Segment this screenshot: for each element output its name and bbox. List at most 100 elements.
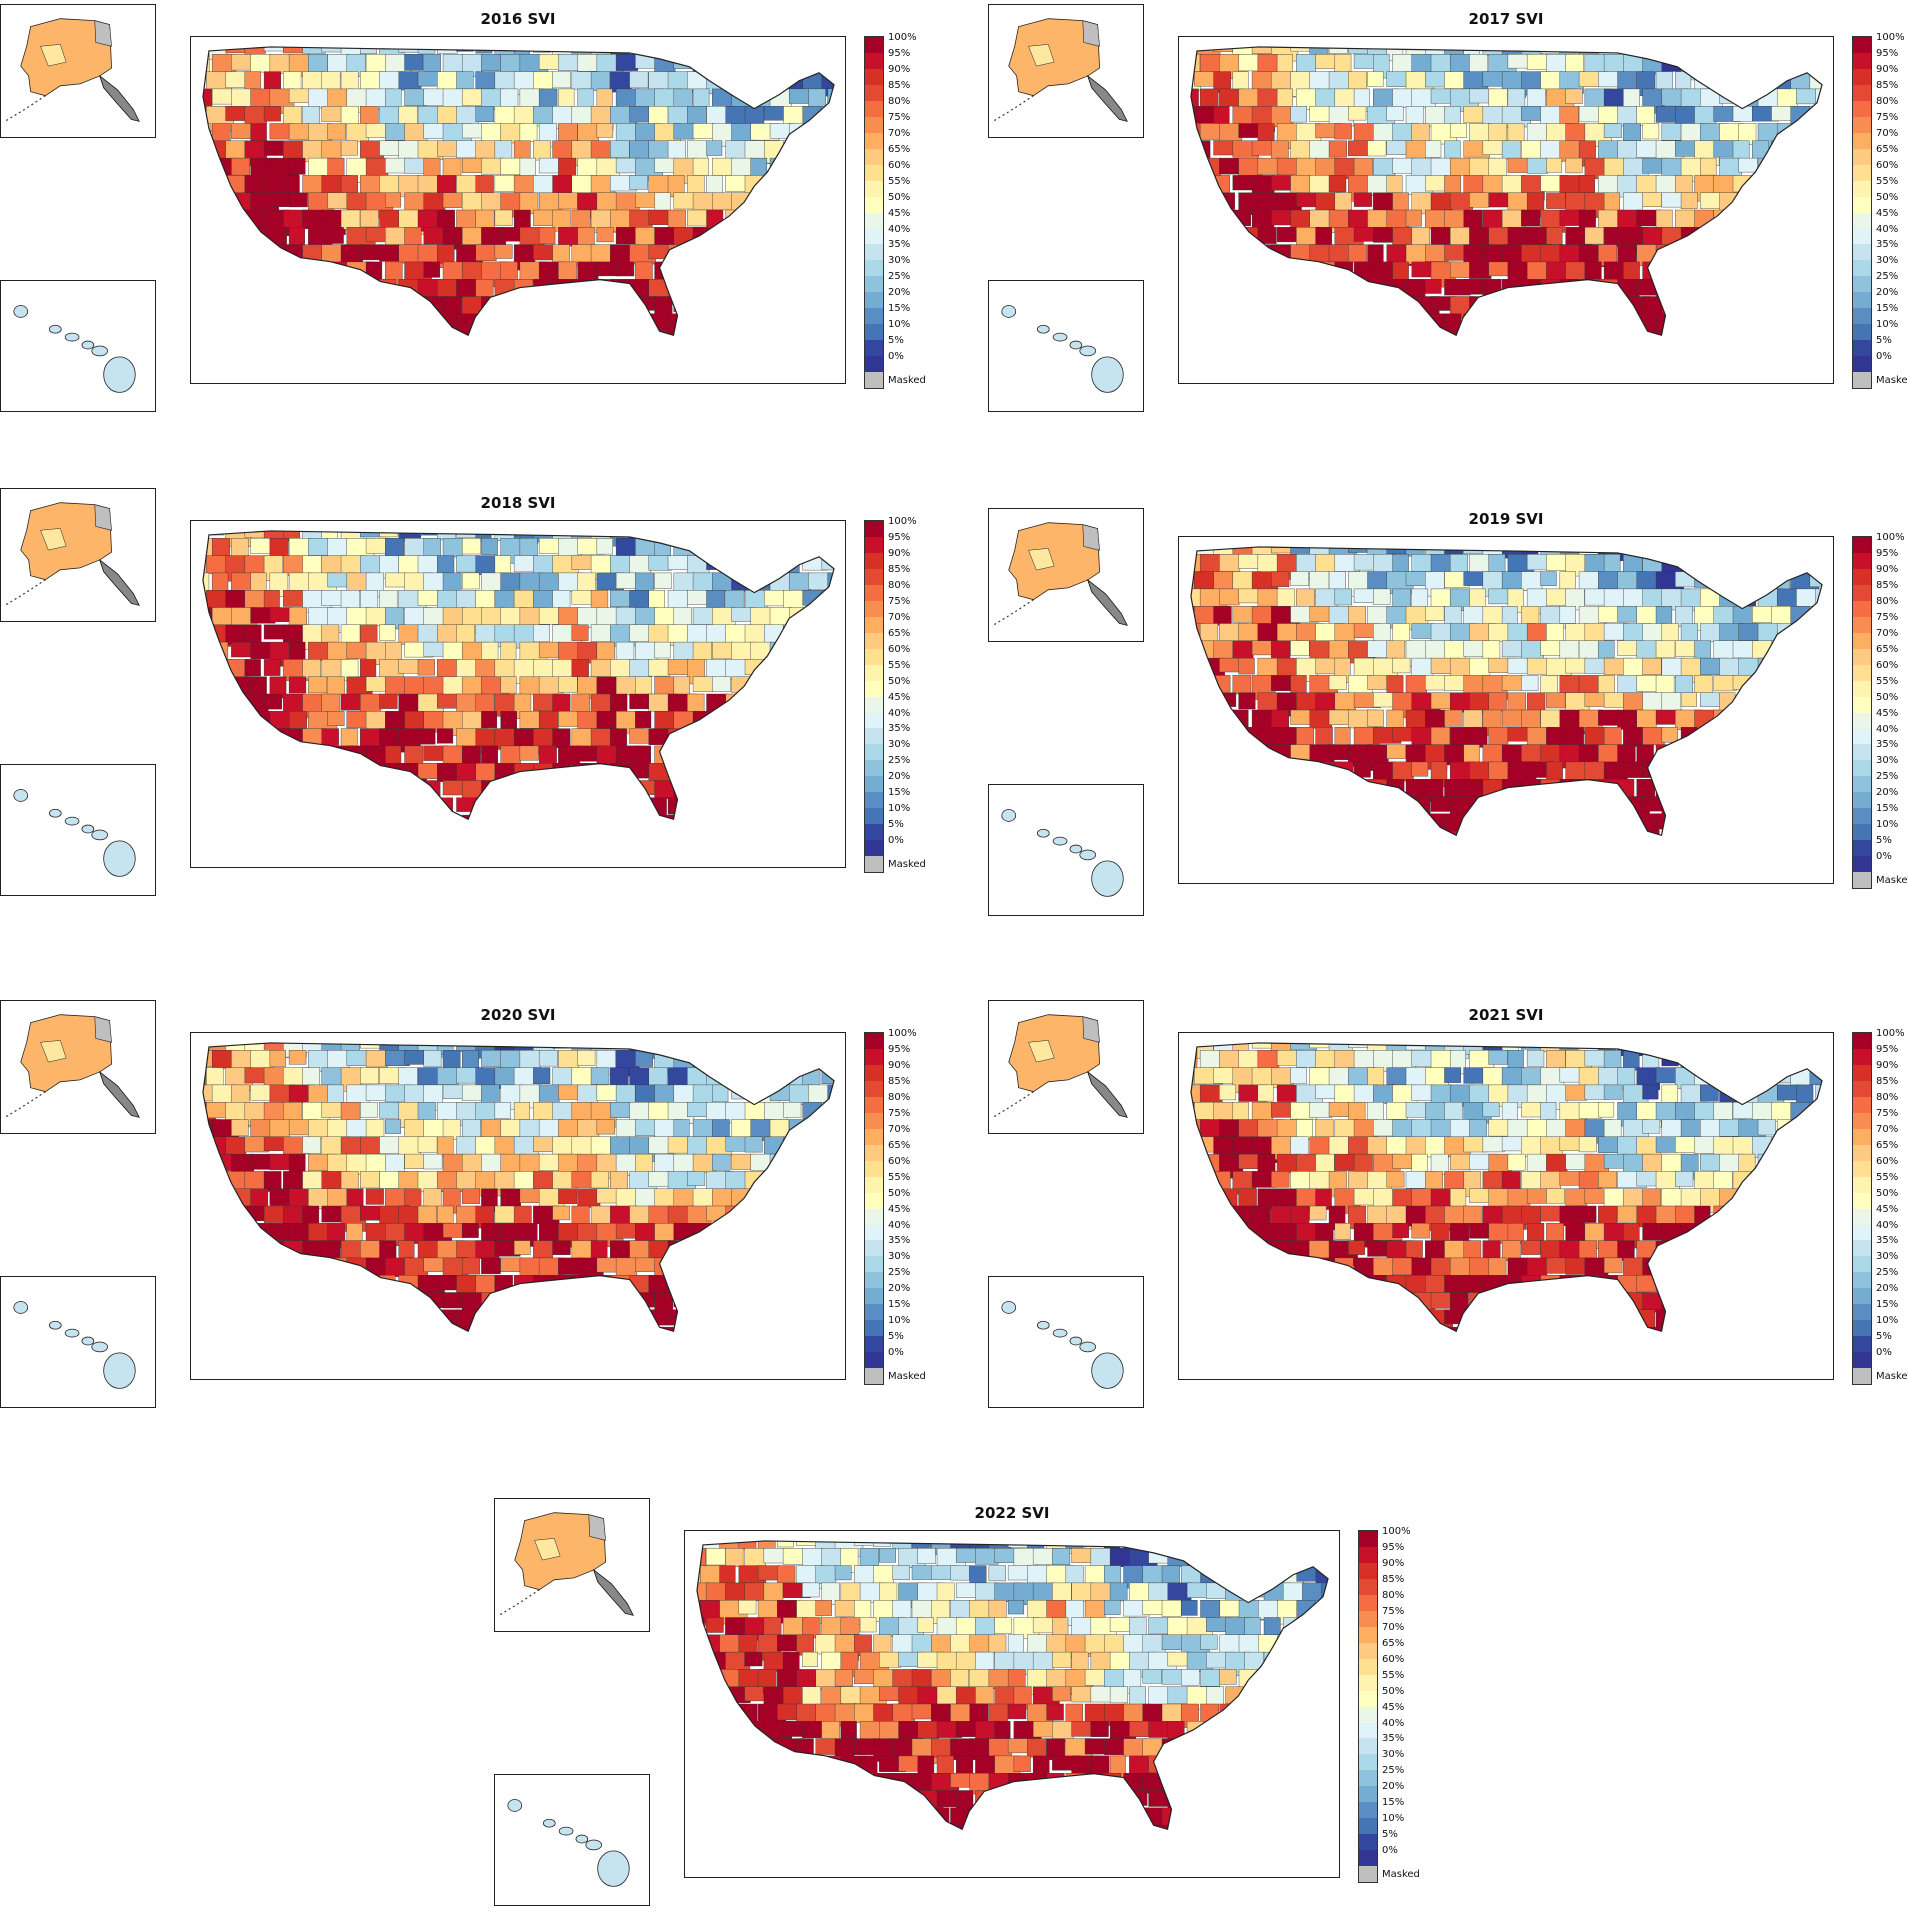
region-cell — [1354, 797, 1381, 816]
colorbar-tick-label: 90% — [1876, 565, 1898, 575]
region-cell — [1335, 831, 1359, 855]
region-cell — [1810, 710, 1828, 732]
contiguous-us-map — [190, 1032, 846, 1380]
region-cell — [1179, 37, 1194, 60]
colorbar-tick-label: 35% — [888, 240, 910, 250]
region-cell — [1739, 1258, 1767, 1272]
region-cell — [803, 72, 823, 92]
region-cell — [1720, 1327, 1746, 1343]
aleutian-islands — [993, 600, 1033, 626]
region-cell — [1387, 745, 1406, 759]
region-cell — [347, 815, 363, 836]
region-cell — [1810, 37, 1833, 56]
region-cell — [1643, 1085, 1659, 1099]
region-cell — [191, 37, 206, 56]
region-cell — [635, 781, 655, 795]
region-cell — [828, 366, 845, 383]
region-cell — [1214, 779, 1234, 803]
region-cell — [808, 54, 836, 68]
region-cell — [533, 1275, 554, 1291]
region-cell — [1771, 245, 1789, 268]
colorbar-tick-label: 10% — [888, 320, 910, 330]
region-cell — [918, 1548, 936, 1563]
county-cells — [191, 521, 845, 867]
region-cell — [501, 331, 523, 345]
region-cell — [283, 1275, 302, 1296]
region-cell — [245, 659, 261, 676]
region-cell — [707, 279, 732, 295]
alaska-panhandle — [594, 1570, 633, 1615]
colorbar-tick-label: 20% — [888, 1284, 910, 1294]
region-cell — [1329, 348, 1351, 369]
region-cell — [1508, 124, 1524, 142]
region-cell — [1560, 675, 1579, 693]
region-cell — [726, 37, 747, 59]
region-cell — [1623, 366, 1650, 383]
region-cell — [501, 642, 516, 661]
region-cell — [481, 538, 497, 554]
region-cell — [655, 1362, 676, 1379]
colorbar-swatch — [865, 633, 883, 649]
region-cell — [303, 72, 324, 90]
region-cell — [1816, 797, 1833, 813]
region-cell — [360, 832, 380, 848]
region-cell — [732, 331, 748, 352]
colorbar-swatch — [865, 69, 883, 85]
region-cell — [462, 1189, 479, 1204]
hawaii-island — [49, 809, 61, 817]
region-cell — [1201, 1669, 1220, 1686]
region-cell — [462, 1223, 478, 1237]
region-cell — [424, 1154, 442, 1169]
region-cell — [1695, 37, 1716, 60]
region-cell — [1618, 245, 1637, 262]
region-cell — [1598, 1171, 1617, 1187]
region-cell — [1143, 1773, 1164, 1793]
region-cell — [1791, 745, 1810, 764]
region-cell — [732, 1327, 753, 1351]
region-cell — [1541, 348, 1562, 364]
region-cell — [283, 314, 298, 335]
aleutian-islands — [993, 96, 1033, 122]
region-cell — [1368, 814, 1387, 829]
region-cell — [630, 659, 652, 676]
region-cell — [1566, 1293, 1592, 1308]
region-cell — [380, 832, 407, 851]
region-cell — [770, 262, 787, 281]
region-cell — [1700, 227, 1717, 246]
region-cell — [308, 331, 324, 352]
region-cell — [1368, 72, 1384, 87]
region-cell — [1450, 366, 1470, 383]
region-cell — [732, 850, 753, 866]
region-cell — [1220, 1669, 1237, 1684]
region-cell — [1181, 54, 1200, 71]
region-cell — [764, 1275, 791, 1295]
region-cell — [732, 1050, 758, 1069]
region-cell — [1348, 1241, 1364, 1255]
region-cell — [1810, 1171, 1827, 1189]
region-cell — [322, 1275, 339, 1295]
region-cell — [770, 54, 796, 75]
region-cell — [822, 521, 845, 539]
region-cell — [1541, 814, 1569, 835]
region-cell — [1541, 37, 1562, 53]
region-cell — [1752, 348, 1779, 373]
region-cell — [797, 1773, 824, 1798]
region-cell — [732, 711, 758, 730]
region-cell — [1291, 1137, 1309, 1156]
region-cell — [366, 815, 390, 829]
alaska-inset — [494, 1498, 650, 1632]
region-cell — [687, 1344, 703, 1361]
region-cell — [1521, 37, 1542, 55]
region-cell — [1329, 1310, 1357, 1327]
region-cell — [1450, 554, 1468, 572]
region-cell — [764, 72, 785, 90]
alaska-masked-region — [589, 1515, 606, 1541]
region-cell — [1739, 89, 1760, 107]
region-cell — [1219, 1293, 1240, 1319]
alaska-panhandle — [100, 76, 139, 121]
region-cell — [385, 781, 401, 801]
region-cell — [1179, 848, 1203, 869]
region-cell — [501, 262, 518, 280]
region-cell — [1796, 1189, 1822, 1204]
